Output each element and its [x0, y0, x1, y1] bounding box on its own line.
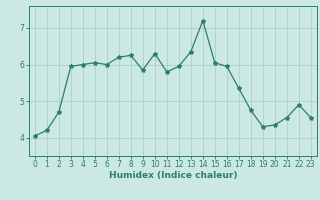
- X-axis label: Humidex (Indice chaleur): Humidex (Indice chaleur): [108, 171, 237, 180]
